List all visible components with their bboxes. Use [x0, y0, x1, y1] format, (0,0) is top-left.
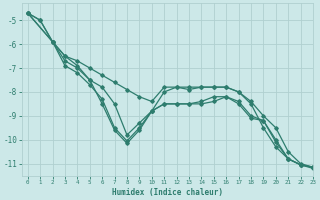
X-axis label: Humidex (Indice chaleur): Humidex (Indice chaleur): [112, 188, 223, 197]
